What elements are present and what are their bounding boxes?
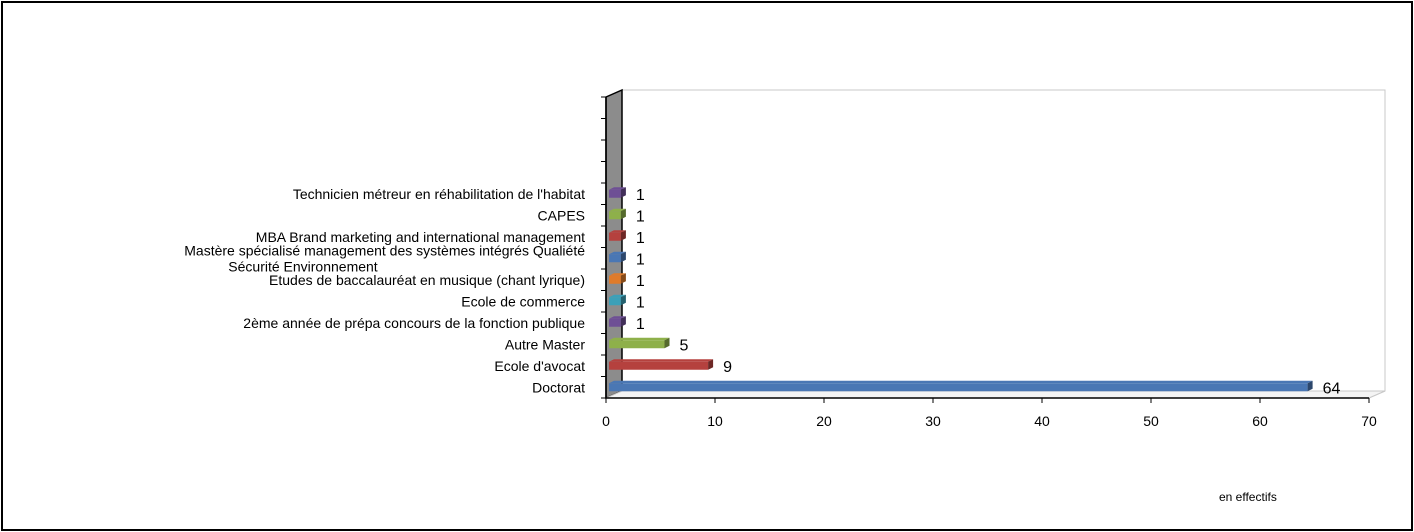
value-label: 64 xyxy=(1323,380,1341,397)
bar xyxy=(609,383,1308,392)
unit-note: en effectifs xyxy=(1219,490,1277,504)
bar xyxy=(609,340,665,349)
category-label: CAPES xyxy=(538,207,585,223)
bar-top xyxy=(609,230,626,233)
bar xyxy=(609,275,621,284)
category-label: Ecole d'avocat xyxy=(494,358,585,374)
x-tick-label: 0 xyxy=(602,413,610,429)
side-wall xyxy=(605,88,623,400)
floor xyxy=(605,390,1386,399)
category-label: Etudes de baccalauréat en musique (chant… xyxy=(269,272,585,288)
x-tick-label: 70 xyxy=(1361,413,1377,429)
category-label: Ecole de commerce xyxy=(461,293,585,309)
bar xyxy=(609,318,621,327)
value-label: 5 xyxy=(680,337,689,354)
category-label: Mastère spécialisé management des systèm… xyxy=(184,242,585,274)
bar-top xyxy=(609,380,1313,384)
bar-top xyxy=(609,187,626,190)
bar xyxy=(609,211,621,220)
x-tick-label: 50 xyxy=(1143,413,1159,429)
value-label: 1 xyxy=(636,187,645,204)
bar-end xyxy=(620,316,626,327)
x-tick-label: 10 xyxy=(707,413,723,429)
value-label: 1 xyxy=(636,273,645,290)
bar-top xyxy=(609,208,626,212)
category-label: 2ème année de prépa concours de la fonct… xyxy=(243,315,585,331)
value-label: 9 xyxy=(723,359,732,376)
bar-end xyxy=(620,273,626,284)
bar-end xyxy=(620,208,626,220)
bar-end xyxy=(620,294,626,306)
value-label: 1 xyxy=(636,251,645,268)
value-label: 1 xyxy=(636,316,645,333)
bar-chart: 0 10 20 30 40 50 60 70 64 Doctorat 9 Ecole d'avocat… xyxy=(184,88,1386,429)
bar-end xyxy=(620,251,626,263)
bar-top xyxy=(609,337,670,341)
category-label: Doctorat xyxy=(532,379,585,395)
category-label: Autre Master xyxy=(505,336,585,352)
category-label: Technicien métreur en réhabilitation de … xyxy=(293,186,585,202)
bar-top xyxy=(609,251,626,255)
x-tick-label: 40 xyxy=(1034,413,1050,429)
category-label: MBA Brand marketing and international ma… xyxy=(256,229,585,245)
plot-back-wall xyxy=(605,89,1386,399)
bar-top xyxy=(609,294,626,298)
bar xyxy=(609,361,709,370)
bar-top xyxy=(609,359,714,362)
x-tick-label: 30 xyxy=(925,413,941,429)
bar-end xyxy=(620,230,626,241)
bar-end xyxy=(664,337,670,349)
bar xyxy=(609,254,621,263)
value-label: 1 xyxy=(636,208,645,225)
bar-end xyxy=(620,187,626,198)
bar-top xyxy=(609,316,626,319)
bar-top xyxy=(609,273,626,276)
bar-end xyxy=(708,359,714,370)
value-label: 1 xyxy=(636,294,645,311)
bar xyxy=(609,189,621,198)
value-label: 1 xyxy=(636,230,645,247)
bar xyxy=(609,232,621,241)
x-tick-label: 20 xyxy=(816,413,832,429)
bar-end xyxy=(1307,380,1313,392)
bar xyxy=(609,297,621,306)
x-tick-label: 60 xyxy=(1252,413,1268,429)
